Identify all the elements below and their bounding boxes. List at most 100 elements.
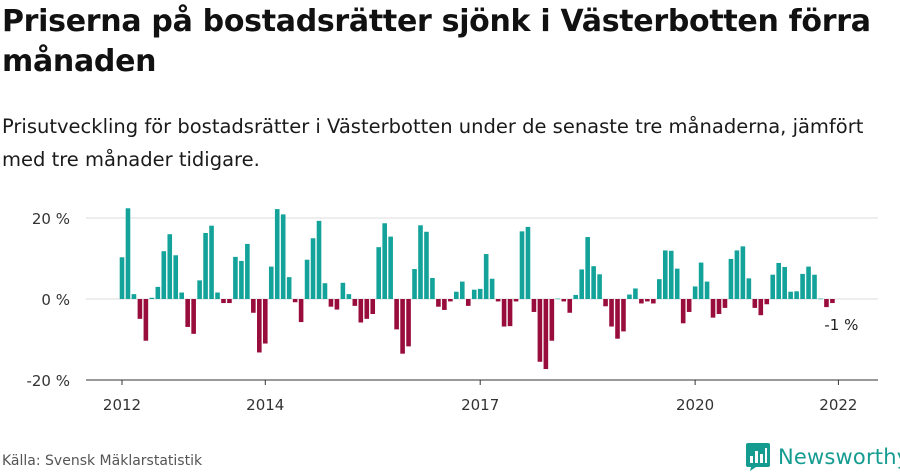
bar xyxy=(710,299,716,318)
bar xyxy=(806,266,811,299)
bar xyxy=(543,299,549,370)
bar xyxy=(286,277,292,299)
bar xyxy=(436,299,441,307)
x-axis-tick-labels: 2012 2014 2017 2020 2022 xyxy=(103,396,858,414)
bar xyxy=(400,299,405,354)
bar xyxy=(573,294,579,299)
bar xyxy=(615,299,620,339)
bar xyxy=(346,294,352,299)
bar xyxy=(388,236,393,299)
bar xyxy=(657,279,662,299)
bar xyxy=(334,299,340,310)
bar xyxy=(185,299,190,327)
x-tick-label: 2014 xyxy=(246,396,284,414)
bar xyxy=(304,259,310,299)
bar xyxy=(125,208,131,299)
bar xyxy=(507,299,513,327)
bar xyxy=(609,299,614,327)
bar xyxy=(782,267,787,299)
bar xyxy=(227,299,232,304)
y-tick-label: 20 % xyxy=(32,210,70,228)
bar xyxy=(239,260,244,299)
bar xyxy=(262,299,268,344)
bar xyxy=(728,258,734,299)
bar xyxy=(382,223,387,299)
bar xyxy=(513,299,519,302)
bar xyxy=(471,289,477,299)
bar xyxy=(585,237,590,299)
bar xyxy=(549,299,555,341)
bar xyxy=(137,299,143,319)
brand-logo: Newsworthy xyxy=(746,442,900,472)
bar xyxy=(531,299,537,312)
bar xyxy=(740,246,746,299)
source-note: Källa: Svensk Mäklarstatistik xyxy=(2,453,203,469)
bar xyxy=(555,298,561,300)
chart-title: Priserna på bostadsrätter sjönk i Väster… xyxy=(2,4,871,79)
bar xyxy=(776,262,781,299)
bar xyxy=(424,231,429,299)
bar xyxy=(209,225,214,299)
bar xyxy=(692,286,698,299)
bar xyxy=(597,274,602,299)
bar xyxy=(167,234,173,299)
bar xyxy=(394,299,399,330)
brand-name: Newsworthy xyxy=(778,445,900,469)
chart-subtitle: Prisutveckling för bostadsrätter i Väste… xyxy=(2,115,864,171)
bar xyxy=(143,299,149,341)
bar xyxy=(370,299,376,314)
bar xyxy=(412,269,417,299)
bar xyxy=(752,299,758,308)
bar xyxy=(794,291,799,299)
bar xyxy=(406,299,411,347)
bar xyxy=(477,288,483,300)
bar xyxy=(519,231,525,299)
bar xyxy=(591,266,596,299)
bar xyxy=(698,262,704,299)
bar xyxy=(340,282,346,299)
bar xyxy=(191,299,196,334)
bar xyxy=(627,294,632,299)
bar xyxy=(501,299,507,327)
bar xyxy=(525,226,531,299)
bar xyxy=(674,268,680,300)
bar xyxy=(662,250,668,299)
bar xyxy=(316,220,322,299)
bar xyxy=(567,299,573,313)
bar xyxy=(328,299,334,307)
bar xyxy=(633,288,638,299)
bar xyxy=(495,299,501,302)
bar xyxy=(352,299,358,306)
bar xyxy=(358,299,364,323)
x-tick-label: 2012 xyxy=(103,396,141,414)
bar xyxy=(179,292,184,299)
bar-chart-logo-icon xyxy=(746,443,770,471)
bar xyxy=(758,299,764,316)
bar xyxy=(280,214,286,299)
x-tick-label: 2020 xyxy=(676,396,714,414)
bar xyxy=(639,299,644,304)
bar xyxy=(298,299,304,323)
bar xyxy=(215,292,220,299)
bar xyxy=(149,297,155,299)
bar xyxy=(442,299,447,310)
bar xyxy=(722,299,728,308)
bar xyxy=(537,299,543,362)
bar xyxy=(221,299,226,304)
bar xyxy=(734,250,740,299)
bar xyxy=(292,299,298,303)
bar xyxy=(274,209,280,299)
bar xyxy=(322,283,328,299)
bar xyxy=(465,299,471,306)
bar xyxy=(376,247,382,299)
bar xyxy=(686,299,692,312)
x-axis xyxy=(86,379,878,385)
bar xyxy=(812,274,817,299)
bar xyxy=(704,281,710,299)
bar xyxy=(764,299,770,305)
annotations: -1 % xyxy=(824,316,858,334)
bar xyxy=(459,281,465,299)
bar xyxy=(233,256,238,299)
bar xyxy=(268,266,274,299)
